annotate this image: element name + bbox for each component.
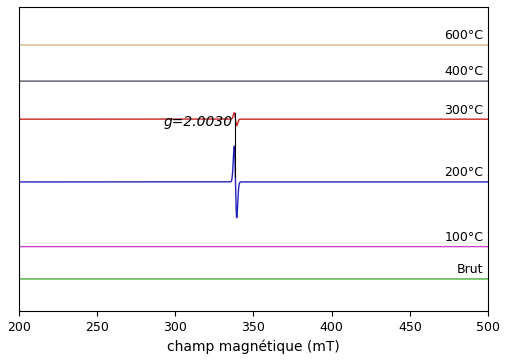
Text: Brut: Brut [457, 263, 483, 276]
Text: g=2.0030: g=2.0030 [164, 116, 233, 129]
Text: 200°C: 200°C [444, 166, 483, 179]
Text: 400°C: 400°C [444, 65, 483, 78]
X-axis label: champ magnétique (mT): champ magnétique (mT) [167, 340, 340, 354]
Text: 600°C: 600°C [444, 29, 483, 42]
Text: 300°C: 300°C [444, 104, 483, 117]
Text: 100°C: 100°C [444, 231, 483, 244]
